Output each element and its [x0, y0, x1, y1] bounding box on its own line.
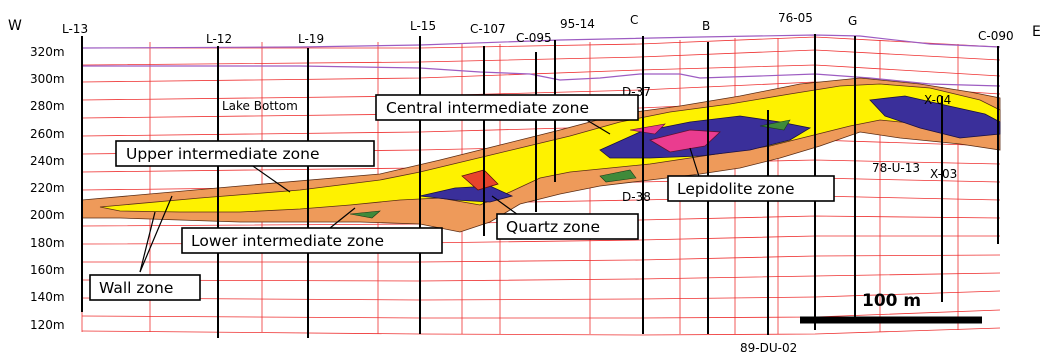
lake-surface-lines [81, 34, 1001, 87]
scale-bar-label: 100 m [862, 291, 921, 311]
drillhole-labels: L-13 L-12 L-19 L-15 C-107 C-095 95-14 C … [62, 11, 1014, 46]
drillhole-label: 95-14 [560, 17, 595, 31]
central-zone-callout: Central intermediate zone [375, 94, 639, 121]
elevation-label: 200m [30, 208, 65, 222]
x04-label: X-04 [924, 93, 951, 107]
quartz-zone-callout: Quartz zone [496, 213, 639, 240]
elevation-label: 240m [30, 154, 65, 168]
lepidolite-zone-label: Lepidolite zone [677, 180, 795, 198]
du02-label: 89-DU-02 [740, 341, 797, 355]
elevation-label: 320m [30, 45, 65, 59]
green-unit-body [349, 119, 791, 219]
west-label: W [8, 18, 22, 34]
quartz-zone-label: Quartz zone [506, 218, 600, 236]
drillhole-label: C [630, 13, 638, 27]
elevation-label: 160m [30, 263, 65, 277]
elevation-label: 140m [30, 290, 65, 304]
d38-label: D-38 [622, 190, 651, 204]
drillhole-label: B [702, 19, 710, 33]
elevation-label: 220m [30, 181, 65, 195]
drillhole-label: C-090 [978, 29, 1014, 43]
elevation-label: 260m [30, 127, 65, 141]
elevation-label: 120m [30, 318, 65, 332]
drillhole-lines [81, 34, 999, 338]
central-zone-label: Central intermediate zone [386, 99, 589, 117]
lepidolite-zone-callout: Lepidolite zone [667, 175, 835, 202]
east-label: E [1032, 24, 1041, 40]
elevation-axis: 320m 300m 280m 260m 240m 220m 200m 180m … [30, 45, 65, 332]
drillhole-label: L-19 [298, 32, 324, 46]
lower-zone-callout: Lower intermediate zone [181, 227, 443, 254]
elevation-label: 300m [30, 72, 65, 86]
elevation-label: 280m [30, 99, 65, 113]
quartz-zone-body [461, 169, 499, 191]
lake-bottom-label: Lake Bottom [222, 99, 298, 113]
drillhole-label: C-107 [470, 22, 506, 36]
drillhole-label: L-12 [206, 32, 232, 46]
upper-zone-label: Upper intermediate zone [126, 145, 320, 163]
wall-zone-callout: Wall zone [89, 274, 201, 301]
x03-label: X-03 [930, 167, 957, 181]
elevation-label: 180m [30, 236, 65, 250]
drillhole-label: L-13 [62, 22, 88, 36]
wall-zone-label: Wall zone [99, 279, 173, 297]
drillhole-label: C-095 [516, 31, 552, 45]
drillhole-label: G [848, 14, 857, 28]
upper-zone-callout: Upper intermediate zone [115, 140, 375, 167]
u13-label: 78-U-13 [872, 161, 920, 175]
drillhole-label: L-15 [410, 19, 436, 33]
drillhole-label: 76-05 [778, 11, 813, 25]
lower-zone-label: Lower intermediate zone [191, 232, 384, 250]
